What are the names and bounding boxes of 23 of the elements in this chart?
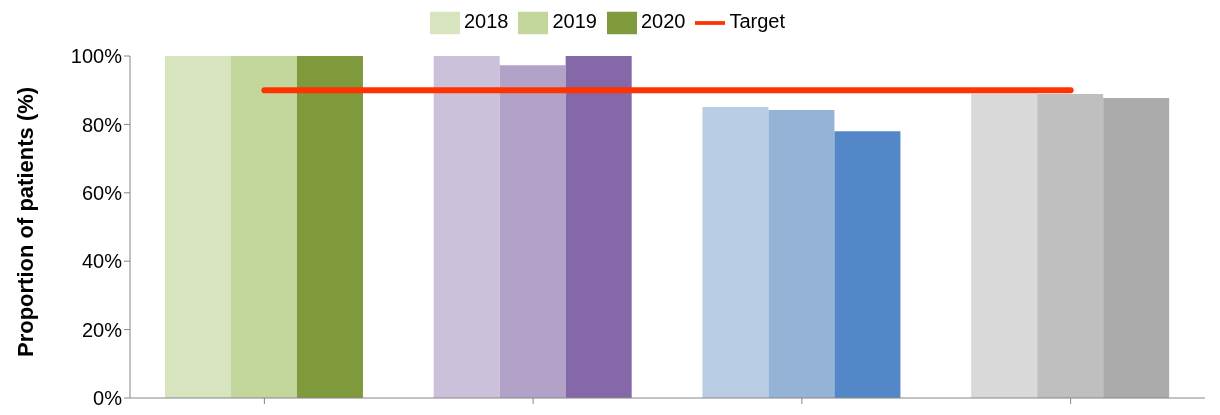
legend-label: 2019: [552, 10, 597, 33]
legend-label: Target: [729, 10, 786, 33]
bar: [768, 110, 835, 398]
bar: [834, 131, 901, 398]
y-tick-label: 80%: [81, 113, 123, 136]
bar: [230, 56, 297, 398]
legend-label: 2018: [463, 10, 509, 33]
y-tick-label: 100%: [70, 45, 123, 68]
bar: [1037, 93, 1104, 398]
legend-label: 2020: [640, 10, 686, 33]
bar: [296, 56, 363, 398]
y-tick-label: 40%: [81, 250, 123, 273]
y-axis-title: Proportion of patients (%): [12, 86, 38, 357]
bar: [433, 56, 500, 398]
bar: [702, 106, 769, 398]
y-tick-label: 60%: [81, 181, 123, 204]
bar: [499, 65, 566, 398]
bar: [971, 93, 1038, 398]
bar: [164, 56, 231, 398]
y-tick-label: 0%: [93, 387, 123, 410]
bar: [1103, 98, 1170, 398]
y-tick-label: 20%: [81, 318, 123, 341]
bar: [565, 56, 632, 398]
